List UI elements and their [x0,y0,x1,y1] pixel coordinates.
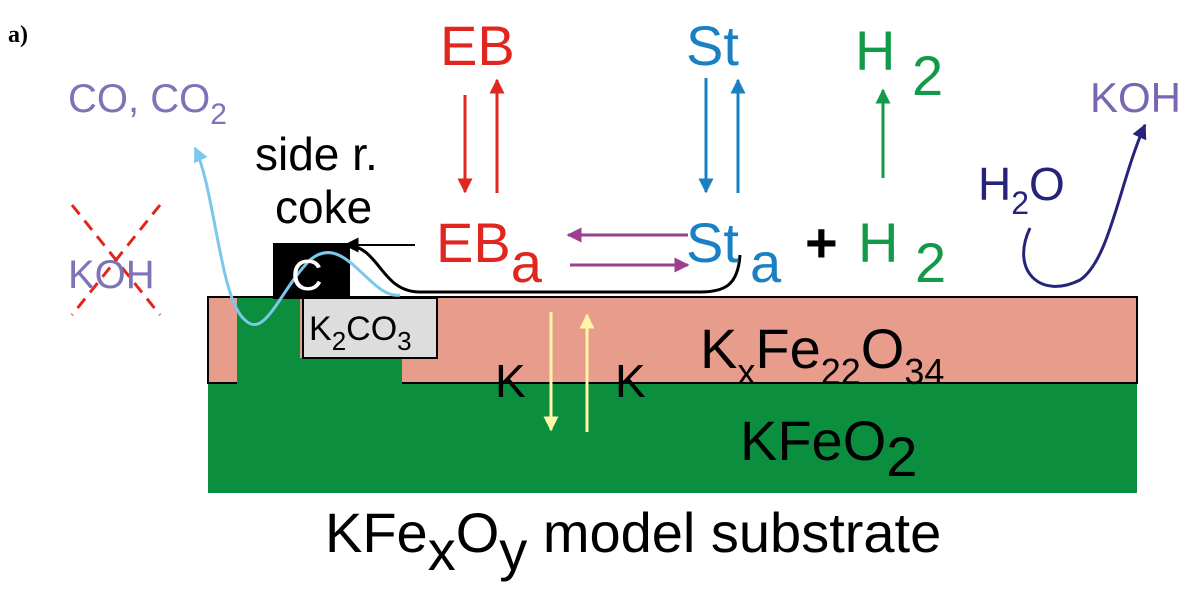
text-part: 22 [821,351,861,392]
text-part: x [428,519,456,582]
text-part: O [456,501,500,564]
text-part: 2 [886,425,917,488]
blocked-species: KOH [68,253,155,297]
text-part: x [737,351,755,392]
side-reaction: coke [275,181,372,233]
text-part: 2 [210,98,227,131]
text-part: K [700,317,737,380]
text-part: Fe [755,317,820,380]
text-part: St [686,211,739,274]
text-part: 2 [1011,185,1029,221]
potassium-label: K [615,355,646,407]
text-part: 2 [915,231,946,294]
water: H2O [978,158,1065,221]
text-part: K [309,310,332,348]
text-part: O [1029,158,1065,210]
text-part: H [855,19,895,82]
text-part: O [861,317,905,380]
text-part: 2 [912,44,943,107]
coke-label: C [291,251,323,300]
text-part: EB [436,211,511,274]
text-part: a [511,231,543,294]
text-part: 2 [332,326,346,356]
text-part: a [750,231,782,294]
potassium-label: K [495,355,526,407]
substrate-label: KFexOy model substrate [325,501,941,582]
arrow [345,245,740,292]
diagram: a) CO, CO2 side r. coke KOH C K2CO3 EB E… [0,0,1198,589]
eb-adsorbed: EBa [436,211,543,294]
text-part: y [499,519,527,582]
panel-label: a) [8,22,28,48]
text-part: H [858,211,898,274]
koh-product: KOH [1090,74,1181,121]
gas-products: CO, CO2 [68,77,227,131]
text-part: CO [346,310,397,348]
text-part: H [978,158,1011,210]
text-part: KFeO [740,409,886,472]
st-gas: St [686,14,739,77]
text-part: CO, CO [68,77,210,121]
plus: + [805,211,838,274]
kfeo2-layer [208,383,1137,493]
text-part: KFe [325,501,428,564]
text-part: 3 [397,326,411,356]
text-part: model substrate [527,501,941,564]
side-reaction: side r. [255,128,378,180]
text-part: 34 [904,351,944,392]
eb-gas: EB [440,14,515,77]
